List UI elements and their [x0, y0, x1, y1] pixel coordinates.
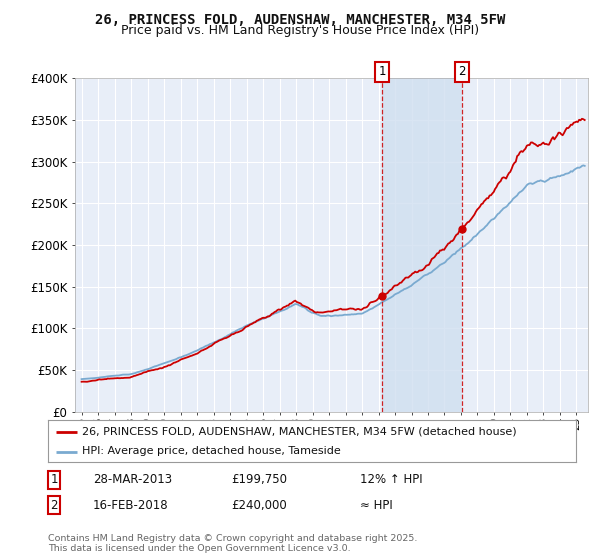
Text: ≈ HPI: ≈ HPI	[360, 498, 393, 512]
Text: £199,750: £199,750	[231, 473, 287, 487]
Text: £240,000: £240,000	[231, 498, 287, 512]
Text: 28-MAR-2013: 28-MAR-2013	[93, 473, 172, 487]
Text: 16-FEB-2018: 16-FEB-2018	[93, 498, 169, 512]
Text: 12% ↑ HPI: 12% ↑ HPI	[360, 473, 422, 487]
Bar	[382, 78, 462, 412]
Text: 26, PRINCESS FOLD, AUDENSHAW, MANCHESTER, M34 5FW (detached house): 26, PRINCESS FOLD, AUDENSHAW, MANCHESTER…	[82, 427, 517, 437]
Text: 2: 2	[458, 66, 466, 78]
Text: Price paid vs. HM Land Registry's House Price Index (HPI): Price paid vs. HM Land Registry's House …	[121, 24, 479, 36]
Text: Contains HM Land Registry data © Crown copyright and database right 2025.
This d: Contains HM Land Registry data © Crown c…	[48, 534, 418, 553]
Text: 1: 1	[379, 66, 386, 78]
Text: 2: 2	[50, 498, 58, 512]
Text: 1: 1	[50, 473, 58, 487]
Text: 26, PRINCESS FOLD, AUDENSHAW, MANCHESTER, M34 5FW: 26, PRINCESS FOLD, AUDENSHAW, MANCHESTER…	[95, 13, 505, 27]
Text: HPI: Average price, detached house, Tameside: HPI: Average price, detached house, Tame…	[82, 446, 341, 456]
